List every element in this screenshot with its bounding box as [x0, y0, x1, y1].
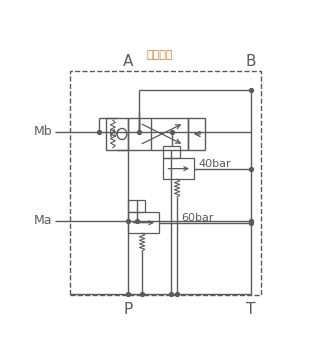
Text: W: W	[108, 129, 117, 139]
Text: B: B	[246, 54, 256, 69]
Bar	[163, 146, 180, 158]
Text: Ma: Ma	[34, 214, 52, 227]
Text: P: P	[123, 302, 133, 317]
Bar	[70, 71, 261, 296]
Bar	[128, 118, 188, 150]
Bar	[106, 118, 128, 150]
Bar	[128, 200, 145, 212]
Text: T: T	[246, 302, 256, 317]
Bar	[188, 118, 205, 150]
Text: Mb: Mb	[34, 125, 52, 138]
Bar	[163, 158, 194, 179]
Text: 60bar: 60bar	[181, 213, 214, 223]
Bar	[128, 212, 160, 233]
Text: 40bar: 40bar	[198, 159, 230, 169]
Text: 功能介绍: 功能介绍	[146, 50, 173, 60]
Text: A: A	[123, 54, 133, 69]
